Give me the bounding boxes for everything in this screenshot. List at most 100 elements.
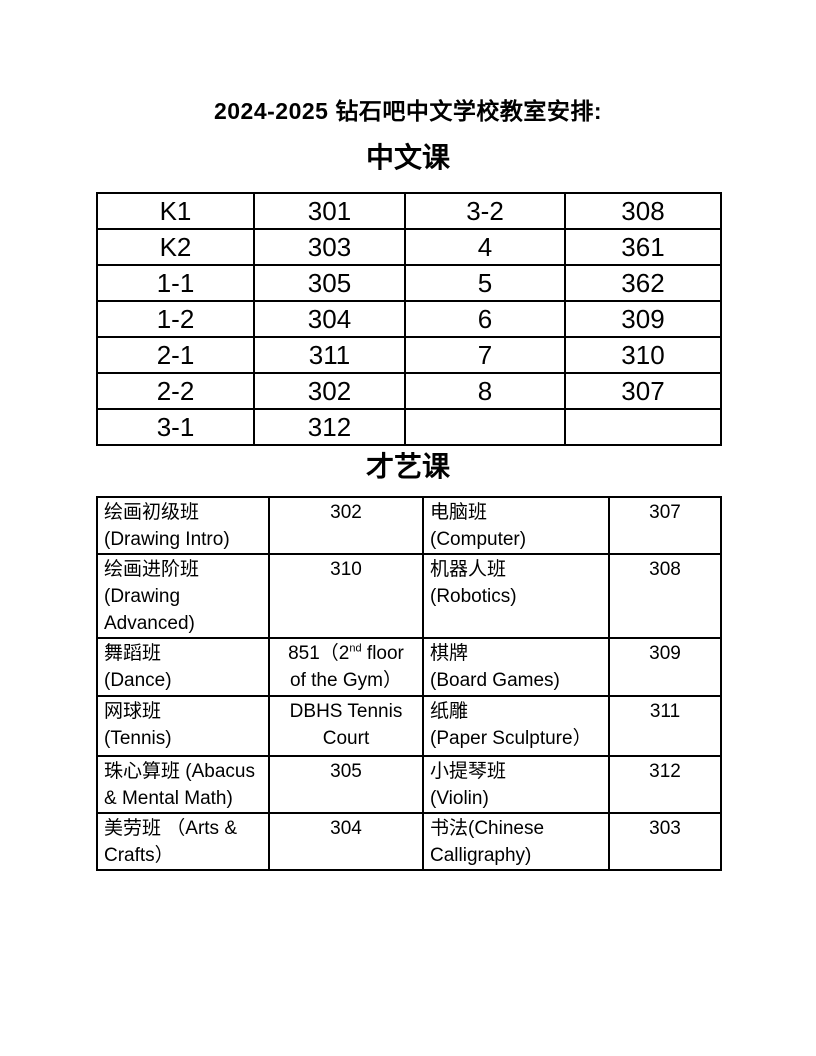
class-name-cell: 电脑班 (Computer) — [422, 496, 610, 555]
room-number-cell: 302 — [253, 372, 406, 410]
class-name-cell: 舞蹈班 (Dance) — [96, 637, 270, 697]
room-number-cell: 362 — [564, 264, 722, 302]
table-row: K2 303 4 361 — [96, 228, 722, 266]
class-level-cell: 2-1 — [96, 336, 255, 374]
class-level-cell: 3-1 — [96, 408, 255, 446]
room-text: floor — [361, 643, 404, 664]
class-name-line: & Mental Math) — [104, 788, 233, 809]
room-number-cell: 361 — [564, 228, 722, 266]
class-name-line: 珠心算班 (Abacus — [104, 761, 255, 782]
class-level-cell: 1-1 — [96, 264, 255, 302]
class-name-line: (Computer) — [430, 529, 527, 550]
class-level-cell — [404, 408, 566, 446]
table-row: 1-2 304 6 309 — [96, 300, 722, 338]
table-row: 珠心算班 (Abacus & Mental Math) 305 小提琴班 (Vi… — [96, 755, 722, 814]
class-level-cell: K2 — [96, 228, 255, 266]
room-cell: 307 — [608, 496, 722, 555]
class-name-line: 舞蹈班 — [104, 643, 162, 664]
room-cell: 305 — [268, 755, 424, 814]
table-row: 绘画进阶班 (Drawing Advanced) 310 机器人班 (Robot… — [96, 553, 722, 639]
room-number-cell: 301 — [253, 192, 406, 230]
class-name-line: Calligraphy) — [430, 845, 532, 866]
class-name-line: (Drawing — [104, 586, 181, 607]
room-number-cell: 307 — [564, 372, 722, 410]
class-level-cell: 3-2 — [404, 192, 566, 230]
class-name-cell: 机器人班 (Robotics) — [422, 553, 610, 639]
room-number-cell: 312 — [253, 408, 406, 446]
room-number-cell: 308 — [564, 192, 722, 230]
table-row: 2-1 311 7 310 — [96, 336, 722, 374]
room-number-cell — [564, 408, 722, 446]
class-name-line: 美劳班 （Arts & — [104, 818, 238, 839]
room-line: 305 — [330, 761, 362, 782]
ordinal-superscript: nd — [349, 642, 362, 655]
room-cell: 310 — [268, 553, 424, 639]
room-text: 851（2 — [288, 643, 350, 664]
class-name-line: 小提琴班 — [430, 761, 507, 782]
section-title-talent-classes: 才艺课 — [365, 451, 450, 482]
class-level-cell: 6 — [404, 300, 566, 338]
class-name-line: 绘画初级班 — [104, 502, 200, 523]
room-cell: 308 — [608, 553, 722, 639]
class-name-line: 绘画进阶班 — [104, 559, 200, 580]
class-name-line: (Tennis) — [104, 728, 172, 749]
room-cell: 302 — [268, 496, 424, 555]
class-level-cell: 1-2 — [96, 300, 255, 338]
room-line: 304 — [330, 818, 362, 839]
class-name-line: (Dance) — [104, 670, 172, 691]
table-row: 绘画初级班 (Drawing Intro) 302 电脑班 (Computer)… — [96, 496, 722, 555]
class-name-line: 网球班 — [104, 701, 162, 722]
class-name-cell: 纸雕 (Paper Sculpture） — [422, 695, 610, 757]
class-name-line: 机器人班 — [430, 559, 507, 580]
class-level-cell: 4 — [404, 228, 566, 266]
class-name-cell: 书法(Chinese Calligraphy) — [422, 812, 610, 871]
class-name-line: 棋牌 — [430, 643, 469, 664]
class-level-cell: 5 — [404, 264, 566, 302]
room-line: 310 — [330, 559, 362, 580]
class-name-cell: 绘画进阶班 (Drawing Advanced) — [96, 553, 270, 639]
talent-classes-table: 绘画初级班 (Drawing Intro) 302 电脑班 (Computer)… — [96, 496, 722, 871]
room-number-cell: 309 — [564, 300, 722, 338]
class-name-line: (Paper Sculpture） — [430, 728, 592, 749]
room-cell: 303 — [608, 812, 722, 871]
table-row: 舞蹈班 (Dance) 851（2nd floor of the Gym） 棋牌… — [96, 637, 722, 697]
room-cell: 312 — [608, 755, 722, 814]
class-name-line: 电脑班 — [430, 502, 488, 523]
class-name-cell: 美劳班 （Arts & Crafts） — [96, 812, 270, 871]
document-title: 2024-2025 钻石吧中文学校教室安排: — [213, 98, 603, 124]
room-line: DBHS Tennis — [289, 701, 403, 722]
chinese-classes-table: K1 301 3-2 308 K2 303 4 361 1-1 305 5 36… — [96, 192, 722, 446]
class-level-cell: 2-2 — [96, 372, 255, 410]
class-name-line: 书法(Chinese — [430, 818, 545, 839]
room-number-cell: 304 — [253, 300, 406, 338]
room-cell: 851（2nd floor of the Gym） — [268, 637, 424, 697]
room-cell: 304 — [268, 812, 424, 871]
class-name-line: (Robotics) — [430, 586, 517, 607]
room-cell: 311 — [608, 695, 722, 757]
class-name-cell: 珠心算班 (Abacus & Mental Math) — [96, 755, 270, 814]
room-cell: DBHS Tennis Court — [268, 695, 424, 757]
class-name-line: (Drawing Intro) — [104, 529, 230, 550]
room-line: of the Gym） — [290, 670, 402, 691]
table-row: 1-1 305 5 362 — [96, 264, 722, 302]
table-row: 2-2 302 8 307 — [96, 372, 722, 410]
room-cell: 309 — [608, 637, 722, 697]
table-row: 美劳班 （Arts & Crafts） 304 书法(Chinese Calli… — [96, 812, 722, 871]
class-name-line: 纸雕 — [430, 701, 469, 722]
class-name-cell: 棋牌 (Board Games) — [422, 637, 610, 697]
class-name-cell: 绘画初级班 (Drawing Intro) — [96, 496, 270, 555]
room-number-cell: 303 — [253, 228, 406, 266]
room-line: 302 — [330, 502, 362, 523]
room-number-cell: 311 — [253, 336, 406, 374]
section-title-chinese-classes: 中文课 — [365, 142, 450, 173]
class-name-line: Advanced) — [104, 613, 195, 634]
class-name-line: Crafts） — [104, 845, 174, 866]
class-name-line: (Board Games) — [430, 670, 560, 691]
class-name-line: (Violin) — [430, 788, 489, 809]
room-line: 851（2nd floor — [274, 640, 418, 667]
table-row: 网球班 (Tennis) DBHS Tennis Court 纸雕 (Paper… — [96, 695, 722, 757]
class-name-cell: 小提琴班 (Violin) — [422, 755, 610, 814]
room-number-cell: 305 — [253, 264, 406, 302]
table-row: 3-1 312 — [96, 408, 722, 446]
